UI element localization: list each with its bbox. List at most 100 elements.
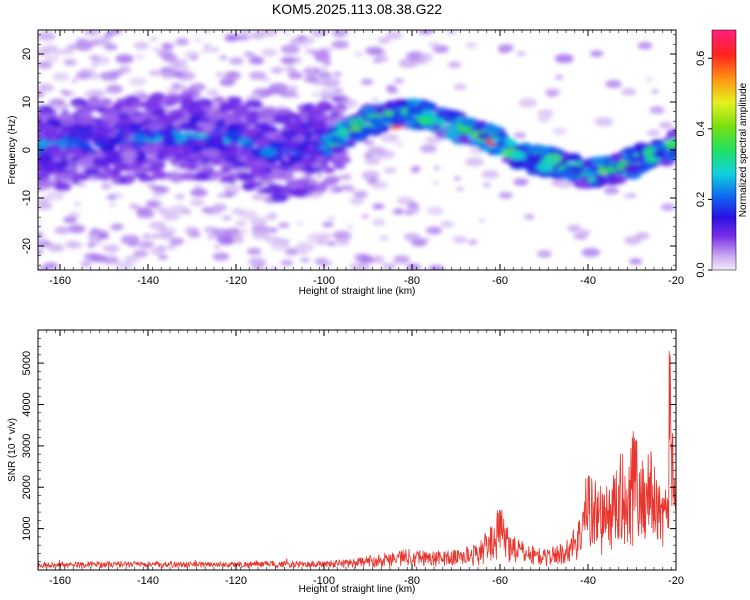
- heatmap-cell: [38, 171, 48, 180]
- heatmap-cell: [219, 55, 228, 60]
- x-tick-label: -140: [137, 575, 159, 587]
- heatmap-cell: [554, 53, 574, 64]
- heatmap-cell: [327, 126, 339, 133]
- heatmap-cell: [646, 129, 661, 137]
- heatmap-cell: [136, 209, 155, 219]
- heatmap-cell: [170, 160, 180, 165]
- heatmap-cell: [61, 48, 75, 55]
- heatmap-cell: [419, 144, 437, 154]
- colorbar-tick-label: 0.6: [695, 51, 707, 66]
- heatmap-cell: [38, 48, 51, 57]
- heatmap-cell: [201, 47, 214, 54]
- heatmap-cell: [105, 85, 124, 95]
- heatmap-cell: [393, 112, 402, 117]
- heatmap-cell: [83, 90, 97, 98]
- heatmap-cell: [91, 156, 107, 166]
- heatmap-cell: [321, 78, 341, 88]
- heatmap-cell: [108, 151, 119, 158]
- heatmap-cell: [146, 134, 156, 140]
- y-tick-label: 20: [21, 48, 33, 60]
- heatmap-cell: [377, 37, 391, 44]
- heatmap-cell: [280, 259, 294, 267]
- heatmap-cell: [228, 57, 244, 65]
- heatmap-cell: [207, 135, 224, 145]
- heatmap-cell: [467, 239, 478, 245]
- heatmap-cell: [117, 142, 134, 152]
- heatmap-cell: [248, 71, 267, 80]
- heatmap-cell: [220, 128, 228, 133]
- colorbar-tick-label: 0.4: [695, 121, 707, 136]
- heatmap-cell: [284, 85, 299, 93]
- heatmap-cell: [166, 244, 177, 250]
- heatmap-cell: [127, 241, 139, 248]
- heatmap-cell: [406, 263, 421, 270]
- heatmap-cell: [476, 132, 491, 140]
- heatmap-cell: [668, 139, 676, 147]
- heatmap-cell: [566, 224, 582, 233]
- heatmap-cell: [272, 114, 291, 124]
- heatmap-cell: [111, 105, 123, 111]
- heatmap-cell: [276, 104, 285, 109]
- heatmap-cell: [443, 129, 461, 140]
- heatmap-cell: [282, 31, 291, 36]
- heatmap-cell: [115, 54, 134, 64]
- heatmap-cell: [590, 50, 604, 57]
- heatmap-cell: [107, 248, 117, 254]
- heatmap-cell: [604, 186, 620, 195]
- heatmap-cell: [290, 181, 302, 189]
- heatmap-cell: [203, 148, 221, 159]
- heatmap-cell: [174, 132, 187, 139]
- heatmap-cell: [280, 160, 295, 169]
- heatmap-cell: [403, 232, 421, 242]
- heatmap-cell: [454, 176, 461, 180]
- heatmap-cell: [138, 240, 155, 249]
- heatmap-cell: [53, 49, 64, 55]
- heatmap-cell: [43, 262, 59, 270]
- heatmap-cell: [231, 160, 243, 167]
- heatmap-cell: [238, 30, 250, 34]
- heatmap-cell: [590, 156, 607, 166]
- heatmap-cell: [201, 117, 211, 123]
- heatmap-cell: [581, 247, 601, 258]
- heatmap-cell: [516, 51, 526, 56]
- heatmap-cell: [54, 226, 70, 235]
- heatmap-cell: [322, 61, 332, 66]
- heatmap-cell: [349, 262, 369, 270]
- heatmap-cell: [337, 94, 347, 100]
- heatmap-cell: [116, 114, 129, 122]
- heatmap-cell: [247, 118, 259, 125]
- heatmap-cell: [236, 34, 251, 41]
- heatmap-cell: [322, 178, 338, 187]
- heatmap-cell: [652, 150, 667, 159]
- heatmap-cell: [90, 254, 107, 263]
- heatmap-cell: [424, 102, 437, 110]
- heatmap-cell: [346, 225, 354, 229]
- heatmap-cell: [189, 132, 200, 138]
- heatmap-cell: [251, 230, 270, 240]
- heatmap-cell: [365, 46, 384, 56]
- heatmap-cell: [68, 211, 81, 218]
- heatmap-cell: [99, 71, 119, 81]
- heatmap-cell: [588, 165, 600, 172]
- heatmap-cell: [67, 132, 77, 138]
- heatmap-cell: [363, 139, 375, 146]
- heatmap-cell: [248, 56, 265, 65]
- x-tick-label: -120: [225, 575, 247, 587]
- heatmap-cell: [147, 122, 163, 131]
- heatmap-cell: [243, 51, 254, 57]
- heatmap-cell: [119, 122, 131, 129]
- heatmap-cell: [371, 97, 379, 102]
- heatmap-cell: [393, 78, 404, 84]
- heatmap-cell: [146, 175, 157, 182]
- heatmap-cell: [254, 181, 264, 187]
- heatmap-cell: [240, 229, 248, 233]
- heatmap-cell: [603, 176, 620, 186]
- heatmap-cell: [368, 116, 385, 126]
- heatmap-cell: [481, 169, 500, 179]
- heatmap-cell: [249, 217, 267, 226]
- heatmap-cell: [75, 38, 88, 45]
- heatmap-cell: [592, 180, 600, 186]
- heatmap-cell: [546, 91, 558, 98]
- heatmap-cell: [85, 39, 99, 47]
- heatmap-cell: [219, 237, 234, 246]
